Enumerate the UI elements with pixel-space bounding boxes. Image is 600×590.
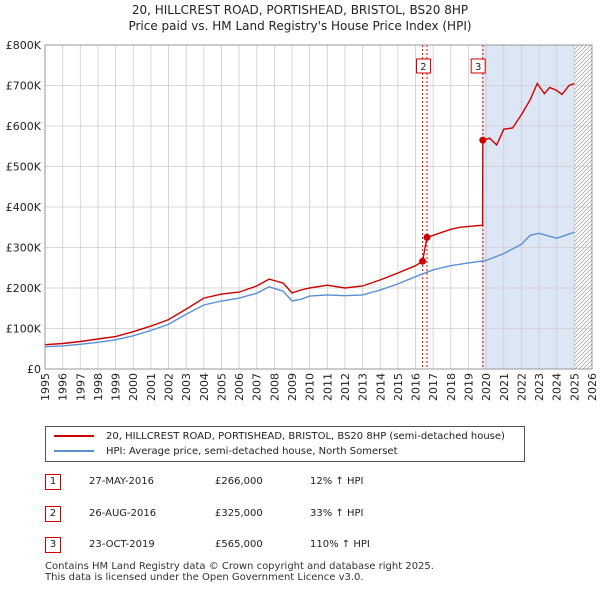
sale-marker-box-2: [415, 58, 431, 74]
y-tick-label: £600K: [6, 120, 42, 133]
x-tick-label: 2024: [551, 373, 564, 401]
sale-marker-box-3: [470, 58, 486, 74]
legend-entry-property: 20, HILLCREST ROAD, PORTISHEAD, BRISTOL,…: [54, 430, 505, 444]
footer-copyright: Contains HM Land Registry data © Crown c…: [45, 561, 434, 572]
y-tick-label: £200K: [6, 282, 42, 295]
x-tick-label: 2006: [233, 373, 246, 401]
plot-frame: [44, 44, 593, 370]
x-tick-label: 2008: [268, 373, 281, 401]
footer-licence: This data is licensed under the Open Gov…: [45, 572, 364, 583]
legend-swatch-property: [54, 435, 94, 437]
x-tick-label: 2002: [163, 373, 176, 401]
x-tick-label: 2000: [127, 373, 140, 401]
x-tick-label: 2020: [480, 373, 493, 401]
x-tick-label: 2016: [410, 373, 423, 401]
x-tick-label: 2026: [586, 373, 599, 401]
sale-date: 27-MAY-2016: [89, 476, 155, 487]
y-tick-label: £400K: [6, 201, 42, 214]
legend-label-hpi: HPI: Average price, semi-detached house,…: [106, 446, 398, 457]
legend-entry-hpi: HPI: Average price, semi-detached house,…: [54, 445, 398, 459]
y-tick-label: £800K: [6, 39, 42, 52]
sale-hpi-change: 110% ↑ HPI: [310, 539, 370, 550]
x-tick-label: 1995: [39, 373, 52, 401]
x-tick-label: 2009: [286, 373, 299, 401]
sale-price: £565,000: [215, 539, 263, 550]
sale-hpi-change: 12% ↑ HPI: [310, 476, 364, 487]
x-tick-label: 2004: [198, 373, 211, 401]
sale-date: 26-AUG-2016: [89, 508, 157, 519]
x-tick-label: 2017: [427, 373, 440, 401]
x-tick-label: 2011: [321, 373, 334, 401]
hpi-line: [44, 231, 575, 348]
sale-date: 23-OCT-2019: [89, 539, 155, 550]
x-tick-label: 2018: [445, 373, 458, 401]
y-tick-label: £500K: [6, 161, 42, 174]
sale-marker-label-2: 2: [420, 62, 426, 73]
sale-marker-label-3: 3: [475, 62, 481, 73]
x-tick-label: 1999: [110, 373, 123, 401]
sale-number-badge: 2: [45, 506, 61, 522]
sale-price: £266,000: [215, 476, 263, 487]
x-tick-label: 2013: [357, 373, 370, 401]
sale-hpi-change: 33% ↑ HPI: [310, 508, 364, 519]
sale-point-3: [479, 136, 487, 144]
sale-point-1: [419, 257, 427, 265]
chart-title: 20, HILLCREST ROAD, PORTISHEAD, BRISTOL,…: [131, 3, 469, 17]
x-tick-label: 1996: [57, 373, 70, 401]
legend-swatch-hpi: [54, 450, 94, 452]
y-tick-label: £100K: [6, 323, 42, 336]
property-price-line: [44, 82, 575, 346]
x-tick-label: 2003: [180, 373, 193, 401]
x-tick-label: 2025: [568, 373, 581, 401]
x-tick-label: 2001: [145, 373, 158, 401]
price-chart: £0 £100K £200K £300K £400K £500K £600K £700K £80…: [6, 39, 599, 401]
x-tick-label: 2014: [374, 373, 387, 401]
x-tick-label: 2012: [339, 373, 352, 401]
x-tick-label: 2015: [392, 373, 405, 401]
sale-number-badge: 3: [45, 537, 61, 553]
x-tick-label: 2005: [215, 373, 228, 401]
x-tick-label: 2021: [498, 373, 511, 401]
chart-subtitle: Price paid vs. HM Land Registry's House …: [128, 19, 472, 33]
x-tick-label: 2010: [304, 373, 317, 401]
y-tick-label: £0: [27, 363, 41, 376]
y-tick-label: £300K: [6, 242, 42, 255]
x-tick-label: 2007: [251, 373, 264, 401]
x-tick-label: 1997: [74, 373, 87, 401]
sale-price: £325,000: [215, 508, 263, 519]
chart-legend: 20, HILLCREST ROAD, PORTISHEAD, BRISTOL,…: [45, 426, 525, 462]
x-tick-label: 2019: [462, 373, 475, 401]
legend-label-property: 20, HILLCREST ROAD, PORTISHEAD, BRISTOL,…: [106, 431, 505, 442]
sale-point-2: [423, 233, 431, 241]
y-tick-label: £700K: [6, 80, 42, 93]
x-tick-label: 2022: [515, 373, 528, 401]
x-tick-label: 2023: [533, 373, 546, 401]
sale-number-badge: 1: [45, 474, 61, 490]
x-tick-label: 1998: [92, 373, 105, 401]
